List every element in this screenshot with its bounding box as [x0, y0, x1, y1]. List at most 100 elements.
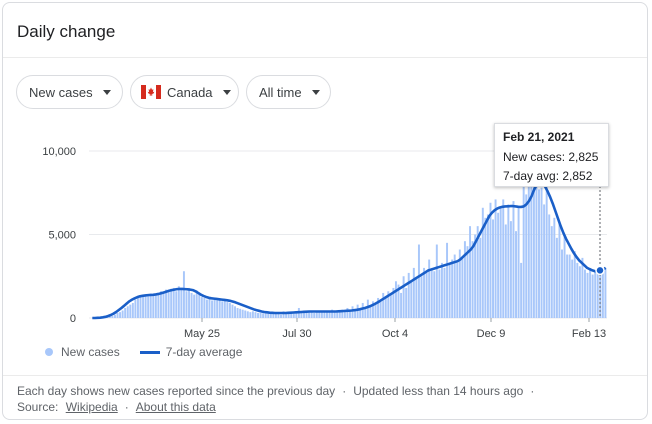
tooltip-avg: 7-day avg: 2,852 [503, 169, 593, 183]
legend-cases-label: New cases [61, 345, 120, 359]
case-bar [129, 304, 132, 318]
case-bar [175, 291, 178, 318]
case-bar [423, 267, 426, 318]
case-bar [535, 184, 538, 318]
x-tick-label: Feb 13 [572, 328, 606, 340]
case-bar [555, 237, 558, 318]
case-bar [172, 287, 175, 318]
legend-avg-label: 7-day average [165, 345, 243, 359]
case-bar [142, 295, 145, 318]
case-bar [400, 292, 403, 318]
case-bar [497, 212, 500, 318]
case-bar [149, 293, 152, 318]
case-bar [326, 310, 328, 318]
case-bar [228, 302, 231, 318]
case-bar [354, 309, 357, 318]
case-bar [116, 312, 119, 318]
case-bar [374, 302, 377, 318]
case-bar [369, 306, 372, 318]
case-bar [249, 312, 252, 318]
case-bar [198, 294, 201, 318]
case-bar [548, 214, 551, 318]
case-bar [211, 300, 214, 318]
case-bar [530, 164, 533, 318]
case-bar [520, 262, 523, 318]
case-bar [277, 312, 280, 318]
case-bar [259, 312, 262, 318]
chevron-down-icon [222, 89, 231, 95]
case-bar [246, 311, 249, 318]
footer-updated: Updated less than 14 hours ago [353, 384, 524, 398]
case-bar [343, 310, 346, 318]
footer-separator: · [530, 384, 535, 398]
header-divider [3, 57, 647, 58]
case-bar [144, 294, 147, 318]
case-bar [479, 237, 482, 318]
case-bar [295, 311, 298, 318]
case-bar [486, 214, 489, 318]
case-bar [563, 234, 566, 318]
case-bar [522, 179, 525, 318]
case-bar [407, 272, 410, 318]
x-tick-label: Oct 4 [382, 328, 408, 340]
case-bar [287, 312, 290, 318]
case-bar [331, 309, 334, 318]
case-bar [272, 313, 275, 318]
x-tick-label: Jul 30 [282, 328, 311, 340]
case-bar [264, 312, 267, 318]
case-bar [131, 302, 134, 318]
footer-source-label: Source: [17, 400, 59, 414]
tooltip-new-cases: New cases: 2,825 [503, 150, 599, 164]
y-tick-label: 0 [70, 313, 76, 325]
case-bar [553, 217, 556, 318]
case-bar [456, 262, 459, 318]
case-bar [578, 266, 581, 318]
canada-flag-icon [141, 85, 161, 99]
case-bar [236, 307, 239, 318]
case-bar [310, 312, 313, 318]
case-bar [573, 251, 576, 318]
case-bar [566, 254, 569, 318]
case-bar [113, 314, 116, 318]
case-bar [239, 308, 242, 318]
case-bar [177, 286, 180, 318]
case-bar [182, 271, 185, 318]
card-title: Daily change [17, 22, 116, 41]
case-bar [313, 312, 316, 318]
case-bar [351, 306, 354, 318]
case-bar [402, 276, 405, 318]
case-bar [594, 271, 597, 318]
case-bar [507, 204, 510, 318]
case-bar [338, 311, 341, 318]
case-bar [221, 301, 224, 318]
case-bar [111, 316, 114, 318]
about-data-link[interactable]: About this data [135, 400, 216, 414]
case-bar [108, 316, 111, 318]
region-filter-chip[interactable]: Canada [130, 75, 239, 109]
case-bar [584, 269, 586, 318]
y-tick-label: 10,000 [42, 146, 76, 158]
footer-separator: · [342, 384, 347, 398]
case-bar [384, 297, 387, 318]
case-bar [509, 221, 512, 318]
case-bar [484, 217, 487, 318]
metric-filter-chip[interactable]: New cases [16, 75, 123, 109]
case-bar [359, 308, 362, 318]
case-bar [139, 296, 142, 318]
case-bar [282, 311, 285, 318]
case-bar [527, 181, 530, 318]
case-bar [576, 262, 579, 318]
case-bar [448, 264, 451, 318]
case-bar [195, 290, 198, 318]
case-bar [502, 199, 505, 318]
case-bar [200, 297, 203, 319]
chart-tooltip: Feb 21, 2021 New cases: 2,825 7-day avg:… [494, 123, 609, 187]
case-bar [512, 201, 515, 318]
case-bar [438, 269, 441, 318]
case-bar [420, 276, 423, 318]
x-tick-label: Dec 9 [477, 328, 506, 340]
case-bar [517, 207, 520, 318]
range-filter-chip[interactable]: All time [246, 75, 331, 109]
wikipedia-link[interactable]: Wikipedia [65, 400, 118, 414]
case-bar [417, 244, 420, 318]
